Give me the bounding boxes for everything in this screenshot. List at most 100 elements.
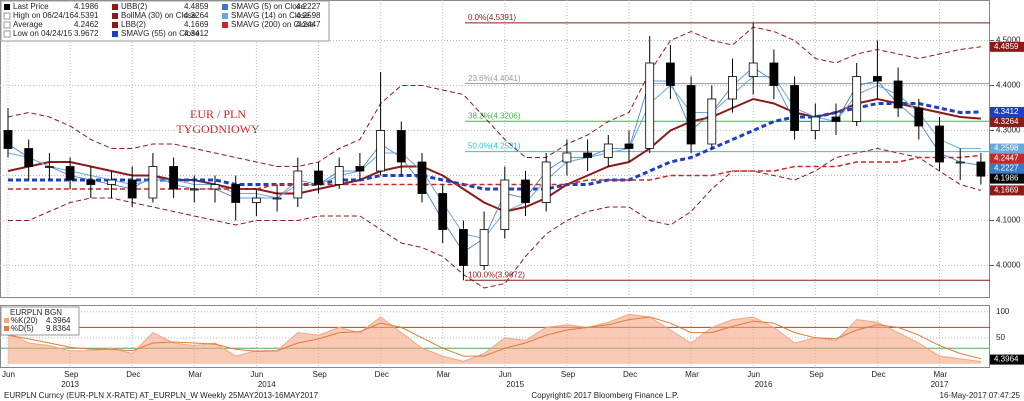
legend-label: SMAVG (55) on Close [121, 29, 200, 38]
x-tick-label: Dec [623, 370, 637, 379]
candle-body [314, 170, 323, 185]
legend-swatch [112, 4, 118, 10]
y-tick-label: 4.4000 [996, 81, 1021, 90]
year-label: 2017 [931, 380, 949, 389]
x-tick-label: Jun [250, 370, 263, 379]
value-badge [990, 185, 1024, 196]
legend-box [0, 306, 80, 336]
candle-body [107, 179, 116, 185]
legend-value: 4.1986 [74, 2, 99, 11]
legend-value: 4.4859 [184, 2, 209, 11]
candle-body [210, 184, 220, 190]
legend-title: EURPLN BGN [10, 308, 62, 317]
value-badge-label: 4.3412 [994, 107, 1019, 116]
candle-body [645, 62, 655, 149]
footer-right: 16-May-2017 07:47:25 [940, 391, 1021, 400]
x-tick-label: Jun [2, 370, 15, 379]
legend-label: Average [13, 20, 43, 29]
legend-label: UBB(2) [121, 2, 148, 11]
legend-value: 4.1669 [184, 20, 209, 29]
value-badge-label: 4.1669 [994, 186, 1019, 195]
candle-body [169, 166, 179, 190]
value-badge [990, 153, 1024, 164]
candle-body [976, 161, 986, 177]
candle-body [396, 130, 406, 163]
candle-body [293, 170, 303, 199]
candle-body [624, 143, 634, 149]
year-label: 2014 [258, 380, 276, 389]
legend-value: 4.5391 [74, 11, 99, 20]
candle-body [769, 62, 779, 86]
value-badge [990, 106, 1024, 117]
candle-body [666, 62, 675, 86]
value-badge-label: 4.3264 [994, 117, 1019, 126]
legend-label: %K(20) [11, 316, 38, 325]
legend-value: 4.2462 [74, 20, 99, 29]
x-tick-label: Sep [809, 370, 824, 379]
candle-body [272, 197, 282, 200]
series-line [7, 26, 981, 167]
candle-body [479, 229, 489, 266]
main-frame [0, 0, 990, 298]
x-tick-label: Mar [437, 370, 451, 379]
candles [3, 22, 986, 281]
candle-body [603, 143, 613, 158]
legend-label: Last Price [13, 2, 49, 11]
legend-swatch [3, 30, 11, 38]
candle-body [686, 85, 696, 145]
value-badge [990, 143, 1024, 154]
fib-label: 38.2%(4.3206) [468, 111, 521, 120]
footer-left: EURPLN Curncy (EUR-PLN X-RATE) AT_EURPLN… [4, 391, 319, 400]
y-tick-label: 100 [996, 307, 1010, 316]
legend-value: 4.3412 [184, 29, 209, 38]
candle-body [955, 161, 965, 164]
value-badge [990, 163, 1024, 174]
value-badge-label: 4.2598 [994, 144, 1019, 153]
y-tick-label: 4.0000 [996, 261, 1021, 270]
annotation: EUR / PLN [190, 107, 246, 121]
legend-label: SMAVG (200) on Close [231, 20, 315, 29]
year-label: 2013 [61, 380, 79, 389]
candle-body [893, 80, 903, 109]
legend-label: %D(5) [11, 324, 34, 333]
value-badge [990, 354, 1024, 365]
lower-frame [0, 305, 990, 368]
legend-label: SMAVG (14) on Close [231, 11, 310, 20]
value-badge-label: 4.2227 [994, 164, 1019, 173]
legend-label: High on 06/24/16 [13, 11, 74, 20]
candle-body [86, 179, 96, 185]
x-tick-label: Dec [871, 370, 885, 379]
legend-value: 4.3264 [184, 11, 209, 20]
x-tick-label: Dec [375, 370, 389, 379]
candle-body [500, 179, 510, 230]
candle-body [914, 107, 924, 127]
candle-body [376, 130, 386, 172]
fib: 0.0%(4.5391) 23.6%(4.4041) 38.2%(4.3206) 50… [465, 13, 990, 281]
series-area [8, 314, 981, 364]
legend-swatch [3, 21, 11, 29]
y-tick-label: 4.3000 [996, 126, 1021, 135]
candle-body [852, 76, 862, 122]
candle-body [562, 152, 572, 163]
candle-body [458, 229, 468, 266]
legend-swatch [4, 318, 9, 323]
candle-body [438, 193, 448, 230]
series-line [7, 316, 982, 360]
x-tick-label: Dec [126, 370, 140, 379]
fib-label: 100.0%(3.9672) [468, 270, 525, 279]
legend-swatch [4, 326, 9, 331]
candle-body [355, 166, 365, 172]
year-label: 2015 [506, 380, 524, 389]
legend-value: 3.9672 [74, 29, 99, 38]
candle-body [189, 188, 199, 191]
lower [0, 311, 990, 364]
candle-body [334, 166, 344, 185]
candle-body [748, 62, 758, 77]
fib-label: 23.6%(4.4041) [468, 74, 521, 83]
legend-label: BollMA (30) on Close [121, 11, 197, 20]
candle-body [417, 161, 427, 194]
y-tick-label: 50 [996, 333, 1005, 342]
x-tick-label: Jun [747, 370, 760, 379]
y-tick-label: 4.1000 [996, 216, 1021, 225]
candle-body [148, 166, 158, 199]
